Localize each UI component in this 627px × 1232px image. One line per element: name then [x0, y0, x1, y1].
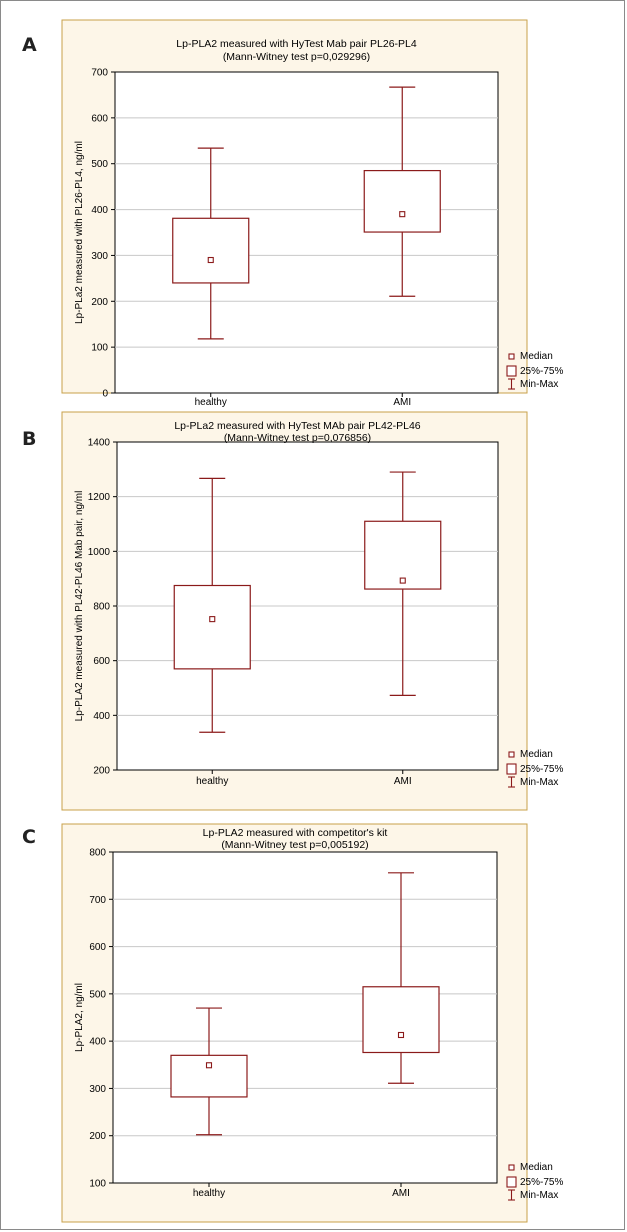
x-tick-label: AMI [394, 776, 412, 787]
boxplot-healthy [172, 147, 250, 340]
y-tick-label: 300 [89, 1084, 106, 1095]
chart-panel-b: B 200 400 600 800 1000 1200 1400 Lp-PLa2 measur… [0, 411, 627, 824]
y-tick-label: 200 [91, 297, 108, 308]
y-tick-label: 400 [93, 711, 110, 722]
y-tick-label: 1000 [88, 547, 111, 558]
chart-panel-c: C 100 200 300 400 500 600 700 800 Lp-PLA2 measur… [0, 823, 627, 1232]
y-tick-label: 700 [89, 895, 106, 906]
y-tick-label: 400 [89, 1037, 106, 1048]
y-tick-label: 0 [102, 389, 108, 400]
iqr-box [173, 584, 251, 670]
legend-median-swatch [508, 353, 515, 360]
x-tick-label: healthy [193, 1188, 225, 1199]
legend-median-label: Median [520, 351, 553, 362]
y-tick-label: 1400 [88, 438, 111, 449]
y-tick-label: 400 [91, 205, 108, 216]
chart-title: Lp-PLa2 measured with HyTest MAb pair PL… [174, 420, 420, 432]
iqr-box [363, 169, 441, 233]
y-tick-label: 500 [91, 159, 108, 170]
legend: Median 25%-75% Min-Max [506, 749, 563, 788]
iqr-box [172, 217, 250, 284]
boxplot-AMI [363, 86, 441, 297]
median-marker [399, 577, 406, 584]
x-tick-label: AMI [393, 397, 411, 408]
legend-box-swatch [506, 763, 517, 775]
y-axis-label: Lp-PLA2, ng/ml [74, 983, 85, 1052]
legend-range-label: Min-Max [520, 1190, 558, 1201]
boxplot-AMI [362, 872, 440, 1084]
x-tick-label: healthy [196, 776, 228, 787]
y-tick-label: 1200 [88, 492, 111, 503]
legend: Median 25%-75% Min-Max [506, 1162, 563, 1201]
chart-subtitle: (Mann-Witney test p=0,076856) [224, 432, 371, 444]
legend-median-label: Median [520, 749, 553, 760]
panel-letter: B [22, 428, 37, 450]
y-tick-label: 200 [93, 766, 110, 777]
legend-box-label: 25%-75% [520, 366, 563, 377]
chart-panel-a: A 0 100 200 300 400 500 600 700 Lp-PLA2 measured… [0, 0, 627, 412]
legend-range-label: Min-Max [520, 777, 558, 788]
x-tick-label: healthy [195, 397, 227, 408]
chart-title: Lp-PLA2 measured with HyTest Mab pair PL… [176, 38, 417, 50]
y-tick-label: 100 [91, 343, 108, 354]
median-marker [397, 1031, 405, 1039]
chart-title: Lp-PLA2 measured with competitor's kit [203, 827, 388, 839]
chart-subtitle: (Mann-Witney test p=0,005192) [221, 839, 368, 851]
boxplot-healthy [173, 477, 251, 733]
median-marker [207, 256, 214, 264]
y-tick-label: 600 [91, 113, 108, 124]
chart-b-svg: 200 400 600 800 1000 1200 1400 Lp-PLa2 measured… [61, 411, 563, 811]
y-tick-label: 500 [89, 989, 106, 1000]
iqr-box [362, 986, 440, 1054]
y-axis-label: Lp-PLA2 measured with PL42-PL46 Mab pair… [74, 491, 85, 722]
y-tick-label: 300 [91, 251, 108, 262]
y-tick-label: 200 [89, 1131, 106, 1142]
y-tick-label: 700 [91, 68, 108, 79]
median-marker [205, 1062, 213, 1069]
boxplot-AMI [364, 471, 442, 696]
y-tick-label: 600 [89, 942, 106, 953]
legend-median-swatch [508, 1164, 515, 1171]
legend-box-swatch [506, 1176, 517, 1188]
legend-box-swatch [506, 365, 517, 377]
y-axis-label: Lp-PLa2 measured with PL26-PL4, ng/ml [74, 141, 85, 324]
panel-letter: C [22, 826, 36, 848]
legend-box-label: 25%-75% [520, 1177, 563, 1188]
y-tick-label: 100 [89, 1179, 106, 1190]
chart-subtitle: (Mann-Witney test p=0,029296) [223, 51, 370, 63]
y-tick-label: 600 [93, 656, 110, 667]
y-tick-label: 800 [89, 848, 106, 859]
legend-median-label: Median [520, 1162, 553, 1173]
chart-a-svg: 0 100 200 300 400 500 600 700 Lp-PLA2 measured w… [61, 19, 563, 408]
median-marker [399, 211, 406, 218]
chart-c-svg: 100 200 300 400 500 600 700 800 Lp-PLA2 measured… [61, 823, 563, 1223]
y-tick-label: 800 [93, 602, 110, 613]
boxplot-healthy [170, 1007, 248, 1136]
legend: Median 25%-75% Min-Max [506, 351, 563, 390]
legend-box-label: 25%-75% [520, 764, 563, 775]
legend-range-label: Min-Max [520, 379, 558, 390]
iqr-box [170, 1054, 248, 1098]
panel-letter: A [22, 34, 37, 56]
median-marker [209, 616, 216, 623]
legend-median-swatch [508, 751, 515, 758]
x-tick-label: AMI [392, 1188, 410, 1199]
